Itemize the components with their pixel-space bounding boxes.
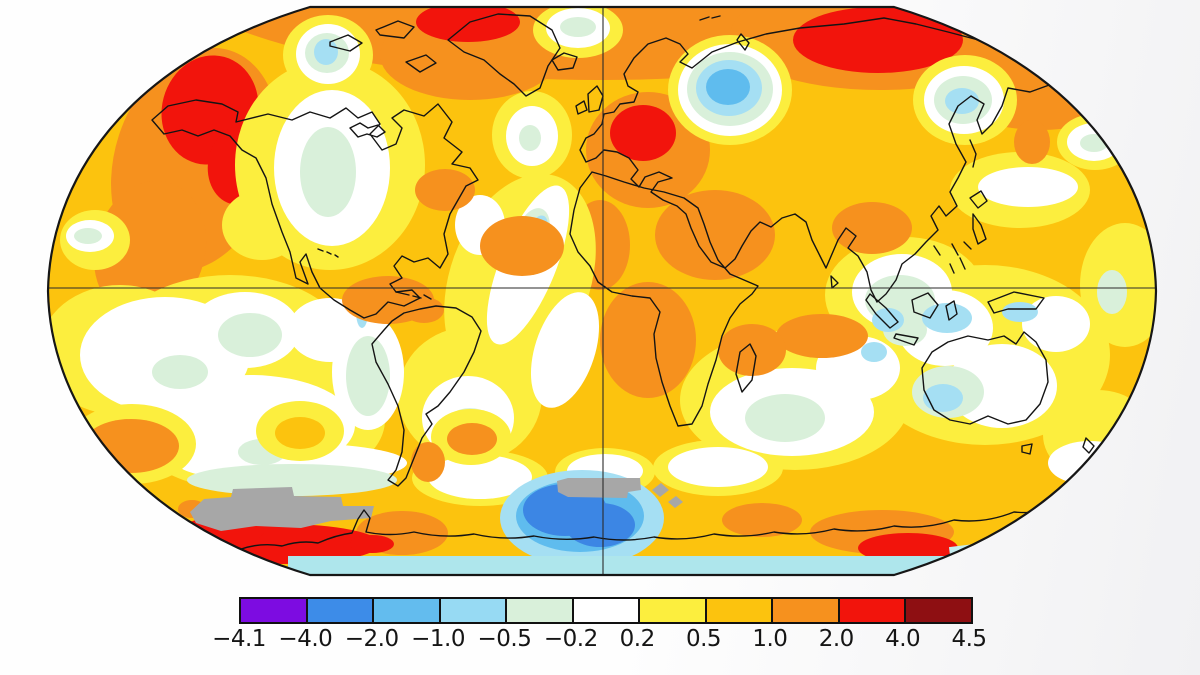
- legend-segment-9: [837, 599, 905, 622]
- legend-segment-1: [305, 599, 373, 622]
- legend-tick-4: −0.5: [477, 626, 532, 652]
- legend-tick-9: 2.0: [818, 626, 855, 652]
- map-outline: [46, 5, 1158, 577]
- legend-segment-4: [505, 599, 572, 622]
- legend-segment-5: [571, 599, 639, 622]
- legend-tick-5: −0.2: [543, 626, 598, 652]
- legend-tick-7: 0.5: [685, 626, 722, 652]
- legend-tick-1: −4.0: [278, 626, 333, 652]
- legend-segment-6: [638, 599, 705, 622]
- no-data-patches: [190, 478, 683, 531]
- legend-segment-3: [438, 599, 506, 622]
- legend-tick-8: 1.0: [752, 626, 788, 652]
- legend-tick-10: 4.0: [885, 626, 921, 652]
- legend-segment-10: [904, 599, 972, 622]
- legend-tick-0: −4.1: [212, 626, 266, 652]
- legend-tick-6: 0.2: [619, 626, 656, 652]
- gold-cores: [275, 417, 325, 449]
- legend-segment-7: [704, 599, 772, 622]
- legend-segment-2: [372, 599, 439, 622]
- gridlines: [48, 7, 1156, 575]
- colorbar: [239, 597, 973, 624]
- continent-outlines: [151, 13, 1106, 487]
- legend-tick-3: −1.0: [411, 626, 465, 652]
- legend-tick-11: 4.5: [951, 626, 987, 652]
- legend-tick-2: −2.0: [344, 626, 399, 652]
- legend-segment-0: [241, 599, 306, 622]
- legend-segment-8: [771, 599, 838, 622]
